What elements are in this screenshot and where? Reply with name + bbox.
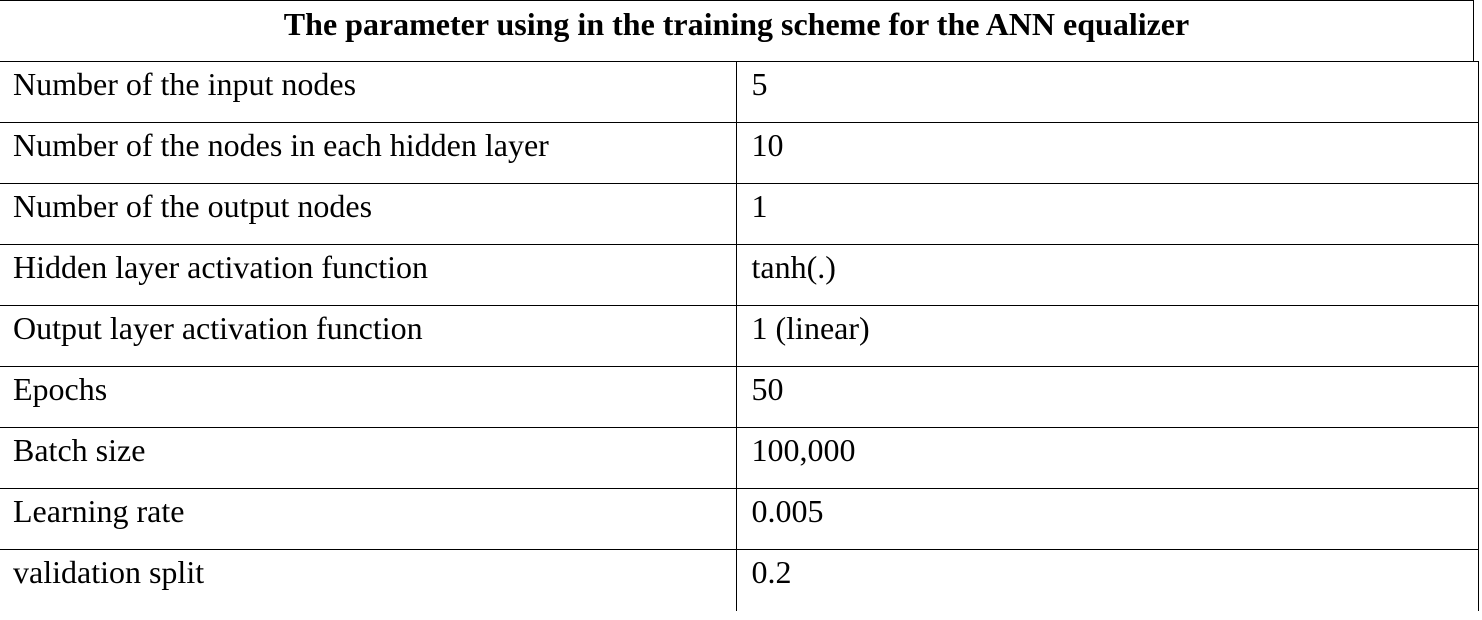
parameter-value: 50 <box>735 366 1479 428</box>
parameter-value: 0.2 <box>735 549 1479 611</box>
parameter-value: 100,000 <box>735 427 1479 489</box>
table-caption: The parameter using in the training sche… <box>0 0 1474 61</box>
parameter-value: 1 (linear) <box>735 305 1479 367</box>
parameter-grid: Number of the input nodes 5 Number of th… <box>0 61 1479 611</box>
table-row: Output layer activation function 1 (line… <box>0 305 1479 367</box>
table-row: Learning rate 0.005 <box>0 488 1479 550</box>
parameter-name: Batch size <box>0 427 737 489</box>
table-row: Epochs 50 <box>0 366 1479 428</box>
table-row: Number of the nodes in each hidden layer… <box>0 122 1479 184</box>
parameter-name: Output layer activation function <box>0 305 737 367</box>
parameter-name: Epochs <box>0 366 737 428</box>
table-row: Batch size 100,000 <box>0 427 1479 489</box>
parameter-name: validation split <box>0 549 737 611</box>
parameter-value: 5 <box>735 61 1479 123</box>
table-row: Hidden layer activation function tanh(.) <box>0 244 1479 306</box>
parameter-value: 10 <box>735 122 1479 184</box>
parameter-name: Number of the input nodes <box>0 61 737 123</box>
parameter-name: Hidden layer activation function <box>0 244 737 306</box>
table-row: Number of the input nodes 5 <box>0 61 1479 123</box>
parameter-name: Learning rate <box>0 488 737 550</box>
table-row: validation split 0.2 <box>0 549 1479 611</box>
table-row: Number of the output nodes 1 <box>0 183 1479 245</box>
parameter-name: Number of the output nodes <box>0 183 737 245</box>
parameter-value: 1 <box>735 183 1479 245</box>
parameter-value: tanh(.) <box>735 244 1479 306</box>
parameter-value: 0.005 <box>735 488 1479 550</box>
parameter-name: Number of the nodes in each hidden layer <box>0 122 737 184</box>
